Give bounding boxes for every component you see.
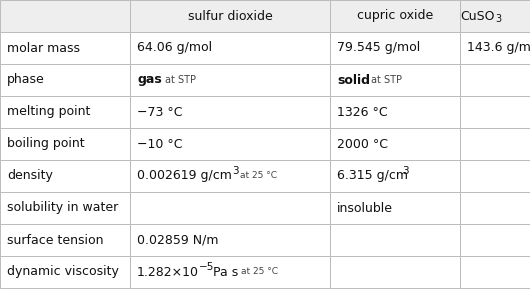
Bar bbox=[460, 256, 530, 288]
Text: dynamic viscosity: dynamic viscosity bbox=[7, 265, 119, 279]
Text: solubility in water: solubility in water bbox=[7, 201, 118, 215]
Bar bbox=[130, 256, 330, 288]
Text: 64.06 g/mol: 64.06 g/mol bbox=[137, 41, 212, 55]
Bar bbox=[460, 32, 530, 64]
Bar bbox=[130, 224, 330, 256]
Text: at 25 °C: at 25 °C bbox=[240, 171, 277, 180]
Bar bbox=[330, 32, 460, 64]
Bar bbox=[460, 128, 530, 160]
Text: cupric oxide: cupric oxide bbox=[357, 10, 433, 22]
Text: CuSO: CuSO bbox=[461, 10, 495, 22]
Bar bbox=[0, 0, 130, 32]
Bar bbox=[330, 0, 460, 32]
Text: 2000 °C: 2000 °C bbox=[337, 138, 388, 150]
Bar bbox=[460, 0, 530, 32]
Bar bbox=[130, 0, 330, 32]
Bar bbox=[330, 64, 460, 96]
Text: 1326 °C: 1326 °C bbox=[337, 105, 387, 119]
Text: 143.6 g/mol: 143.6 g/mol bbox=[467, 41, 530, 55]
Bar bbox=[330, 256, 460, 288]
Bar bbox=[0, 160, 130, 192]
Text: density: density bbox=[7, 169, 53, 182]
Bar bbox=[130, 32, 330, 64]
Bar bbox=[0, 64, 130, 96]
Text: at STP: at STP bbox=[371, 75, 402, 85]
Text: at 25 °C: at 25 °C bbox=[241, 267, 278, 277]
Text: boiling point: boiling point bbox=[7, 138, 85, 150]
Bar bbox=[330, 128, 460, 160]
Text: 3: 3 bbox=[402, 166, 409, 176]
Text: insoluble: insoluble bbox=[337, 201, 393, 215]
Text: gas: gas bbox=[137, 74, 162, 86]
Bar bbox=[130, 96, 330, 128]
Text: melting point: melting point bbox=[7, 105, 91, 119]
Bar bbox=[330, 192, 460, 224]
Bar bbox=[460, 192, 530, 224]
Bar bbox=[460, 224, 530, 256]
Bar bbox=[460, 160, 530, 192]
Text: sulfur dioxide: sulfur dioxide bbox=[188, 10, 272, 22]
Text: 3: 3 bbox=[232, 166, 238, 176]
Text: −5: −5 bbox=[199, 262, 214, 272]
Text: 0.002619 g/cm: 0.002619 g/cm bbox=[137, 169, 232, 182]
Text: phase: phase bbox=[7, 74, 45, 86]
Bar bbox=[460, 96, 530, 128]
Bar bbox=[130, 192, 330, 224]
Bar bbox=[0, 128, 130, 160]
Bar bbox=[130, 160, 330, 192]
Text: surface tension: surface tension bbox=[7, 234, 103, 246]
Bar bbox=[330, 224, 460, 256]
Text: at STP: at STP bbox=[165, 75, 196, 85]
Bar bbox=[0, 192, 130, 224]
Bar bbox=[330, 160, 460, 192]
Text: 1.282×10: 1.282×10 bbox=[137, 265, 199, 279]
Text: Pa s: Pa s bbox=[209, 265, 239, 279]
Bar bbox=[0, 32, 130, 64]
Text: 0.02859 N/m: 0.02859 N/m bbox=[137, 234, 218, 246]
Bar bbox=[130, 128, 330, 160]
Bar bbox=[0, 256, 130, 288]
Text: −73 °C: −73 °C bbox=[137, 105, 182, 119]
Bar bbox=[0, 96, 130, 128]
Text: 6.315 g/cm: 6.315 g/cm bbox=[337, 169, 408, 182]
Text: solid: solid bbox=[337, 74, 370, 86]
Bar bbox=[0, 224, 130, 256]
Text: 3: 3 bbox=[495, 14, 501, 24]
Text: 79.545 g/mol: 79.545 g/mol bbox=[337, 41, 420, 55]
Text: molar mass: molar mass bbox=[7, 41, 80, 55]
Bar bbox=[330, 96, 460, 128]
Bar bbox=[130, 64, 330, 96]
Text: −10 °C: −10 °C bbox=[137, 138, 182, 150]
Bar bbox=[460, 64, 530, 96]
